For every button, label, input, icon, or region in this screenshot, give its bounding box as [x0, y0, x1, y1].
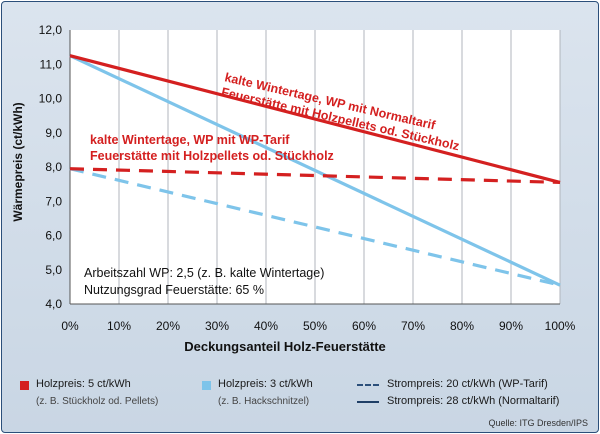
y-tick-label-3: 7,0	[45, 194, 62, 208]
series-line-3	[69, 167, 561, 287]
annotation-arbeitszahl-line-1: Nutzungsgrad Feuerstätte: 65 %	[84, 283, 264, 297]
x-tick-label-1: 10%	[107, 319, 131, 333]
legend-label-red: Holzpreis: 5 ct/kWh	[36, 378, 131, 390]
legend-label-solid: Strompreis: 28 ct/kWh (Normaltarif)	[387, 395, 560, 407]
legend-label-dashed: Strompreis: 20 ct/kWh (WP-Tarif)	[387, 378, 548, 390]
x-tick-label-5: 50%	[303, 319, 327, 333]
x-axis-label: Deckungsanteil Holz-Feuerstätte	[184, 339, 386, 354]
y-tick-label-8: 12,0	[39, 23, 63, 37]
x-tick-label-6: 60%	[352, 319, 376, 333]
x-tick-label-4: 40%	[254, 319, 278, 333]
legend-sub-red: (z. B. Stückholz od. Pellets)	[36, 396, 159, 407]
annotation-wp-tarif-line-1: Feuerstätte mit Holzpellets od. Stückhol…	[90, 149, 334, 163]
annotation-wp-tarif: kalte Wintertage, WP mit WP-Tarif Feuerst…	[90, 133, 334, 163]
legend-sub-blue: (z. B. Hackschnitzel)	[218, 396, 310, 407]
x-tick-label-10: 100%	[545, 319, 576, 333]
annotation-arbeitszahl-line-0: Arbeitszahl WP: 2,5 (z. B. kalte Wintert…	[84, 266, 324, 280]
x-tick-label-0: 0%	[61, 319, 79, 333]
legend: Holzpreis: 5 ct/kWh (z. B. Stückholz od.…	[2, 368, 598, 432]
y-tick-label-6: 10,0	[39, 92, 63, 106]
legend-line-solid	[357, 401, 379, 403]
y-tick-label-4: 8,0	[45, 160, 62, 174]
y-tick-label-5: 9,0	[45, 126, 62, 140]
x-tick-label-9: 90%	[499, 319, 523, 333]
series-line-1	[69, 167, 561, 185]
y-axis-label: Wärmepreis (ct/kWh)	[11, 102, 25, 221]
x-tick-label-8: 80%	[450, 319, 474, 333]
line-chart: 0% 10% 20% 30% 40% 50% 60% 70% 80% 90% 100% 4,0 5,0 6…	[11, 23, 576, 354]
legend-swatch-blue	[202, 381, 211, 390]
series-line-2	[69, 54, 561, 287]
y-tick-label-2: 6,0	[45, 229, 62, 243]
source-note: Quelle: ITG Dresden/IPS	[488, 418, 588, 428]
x-tick-label-7: 70%	[401, 319, 425, 333]
y-tick-label-1: 5,0	[45, 263, 62, 277]
legend-line-dashed	[357, 384, 379, 386]
y-tick-label-7: 11,0	[40, 57, 63, 71]
legend-label-blue: Holzpreis: 3 ct/kWh	[218, 378, 313, 390]
x-tick-label-3: 30%	[205, 319, 229, 333]
annotation-arbeitszahl: Arbeitszahl WP: 2,5 (z. B. kalte Wintert…	[84, 266, 324, 297]
x-tick-label-2: 20%	[156, 319, 180, 333]
y-tick-label-0: 4,0	[45, 297, 62, 311]
series-line-0	[69, 54, 561, 184]
legend-swatch-red	[20, 381, 29, 390]
annotation-wp-tarif-line-0: kalte Wintertage, WP mit WP-Tarif	[90, 133, 290, 147]
